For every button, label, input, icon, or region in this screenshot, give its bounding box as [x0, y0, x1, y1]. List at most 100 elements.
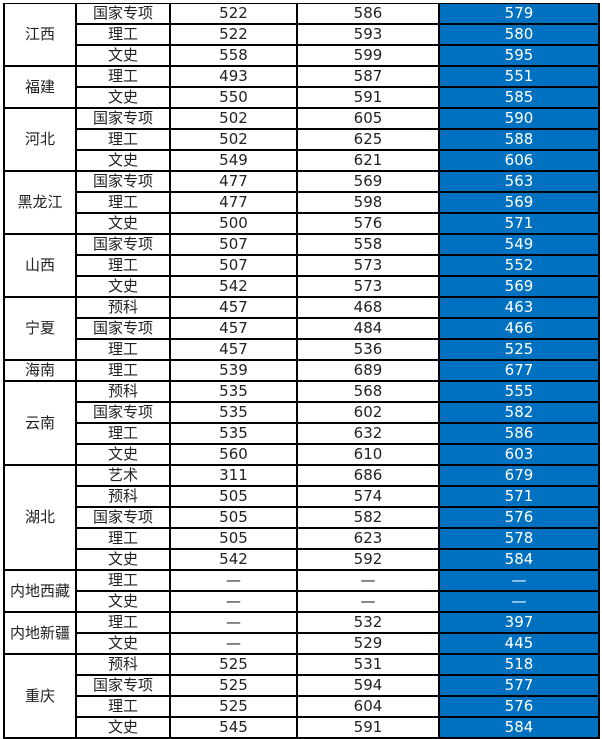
- highlighted-score-cell: 580: [438, 23, 600, 46]
- table-row: 文史 542 573 569: [4, 275, 600, 298]
- table-row: 理工 477 598 569: [4, 191, 600, 214]
- province-cell: 山西: [3, 233, 77, 298]
- score-cell: 505: [169, 527, 298, 550]
- highlighted-score-cell: 569: [438, 191, 600, 214]
- score-cell: 535: [169, 380, 298, 403]
- category-cell: 理工: [75, 254, 171, 277]
- highlighted-score-cell: 576: [438, 695, 600, 718]
- highlighted-score-cell: 397: [438, 611, 600, 634]
- province-cell: 内地西藏: [3, 569, 77, 613]
- score-cell: 522: [169, 23, 298, 46]
- score-cell: 592: [296, 548, 440, 571]
- admission-score-table: 江西 国家专项 522 586 579 理工 522 593 580 文史 558 599 595 福建理…: [3, 2, 600, 739]
- score-cell: 621: [296, 149, 440, 172]
- highlighted-score-cell: 595: [438, 44, 600, 67]
- province-cell: 河北: [3, 107, 77, 172]
- table-row: 文史 560 610 603: [4, 443, 600, 466]
- category-cell: 理工: [75, 65, 171, 88]
- table-row: 河北 国家专项 502 605 590: [3, 107, 600, 172]
- province-cell: 重庆: [3, 653, 77, 739]
- table-row: 理工 457 536 525: [4, 338, 600, 361]
- category-cell: 文史: [75, 443, 171, 466]
- category-cell: 国家专项: [75, 506, 171, 529]
- category-cell: 理工: [75, 527, 171, 550]
- category-cell: 理工: [75, 128, 171, 151]
- score-cell: 558: [296, 233, 440, 256]
- score-cell: 550: [169, 86, 298, 109]
- score-cell: 686: [296, 464, 440, 487]
- category-cell: 艺术: [75, 464, 171, 487]
- category-cell: 理工: [75, 191, 171, 214]
- score-cell: —: [169, 611, 298, 634]
- highlighted-score-cell: —: [438, 569, 600, 592]
- score-cell: 582: [296, 506, 440, 529]
- table-row: 文史 545 591 584: [4, 716, 600, 739]
- highlighted-score-cell: 463: [438, 296, 600, 319]
- highlighted-score-cell: 569: [438, 275, 600, 298]
- highlighted-score-cell: 582: [438, 401, 600, 424]
- table-row: 山西 国家专项 507 558 549: [3, 233, 600, 298]
- score-cell: 532: [296, 611, 440, 634]
- highlighted-score-cell: 586: [438, 422, 600, 445]
- cropped-edge: [0, 0, 602, 3]
- table-row: 预科 505 574 571: [4, 485, 600, 508]
- score-cell: 505: [169, 506, 298, 529]
- score-cell: 549: [169, 149, 298, 172]
- province-cell: 湖北: [3, 464, 77, 571]
- score-cell: —: [169, 590, 298, 613]
- score-cell: —: [169, 569, 298, 592]
- score-cell: 522: [169, 2, 298, 25]
- score-cell: 525: [169, 695, 298, 718]
- score-cell: 632: [296, 422, 440, 445]
- category-cell: 文史: [75, 149, 171, 172]
- table-row: 湖北 艺术 311 686 679: [3, 464, 600, 571]
- highlighted-score-cell: 555: [438, 380, 600, 403]
- category-cell: 文史: [75, 44, 171, 67]
- category-cell: 国家专项: [75, 2, 171, 25]
- score-cell: 593: [296, 23, 440, 46]
- category-cell: 文史: [75, 212, 171, 235]
- table-row: 重庆 预科 525 531 518: [3, 653, 600, 739]
- category-cell: 国家专项: [75, 401, 171, 424]
- category-cell: 国家专项: [75, 170, 171, 193]
- score-cell: 542: [169, 548, 298, 571]
- highlighted-score-cell: 552: [438, 254, 600, 277]
- score-cell: 477: [169, 170, 298, 193]
- score-cell: 457: [169, 338, 298, 361]
- score-cell: 531: [296, 653, 440, 676]
- score-cell: 604: [296, 695, 440, 718]
- score-cell: 484: [296, 317, 440, 340]
- table-row: 理工 505 623 578: [4, 527, 600, 550]
- province-cell: 江西: [3, 2, 77, 67]
- score-cell: 525: [169, 674, 298, 697]
- score-cell: 529: [296, 632, 440, 655]
- category-cell: 理工: [75, 695, 171, 718]
- table-row: 理工 525 604 576: [4, 695, 600, 718]
- table-row: 文史 558 599 595: [4, 44, 600, 67]
- highlighted-score-cell: 525: [438, 338, 600, 361]
- highlighted-score-cell: 603: [438, 443, 600, 466]
- category-cell: 理工: [75, 338, 171, 361]
- score-cell: 594: [296, 674, 440, 697]
- category-cell: 国家专项: [75, 233, 171, 256]
- category-cell: 理工: [75, 611, 171, 634]
- table-row: 文史 —529 445: [4, 632, 600, 655]
- category-cell: 文史: [75, 590, 171, 613]
- score-cell: 569: [296, 170, 440, 193]
- highlighted-score-cell: 577: [438, 674, 600, 697]
- province-cell: 福建: [3, 65, 77, 109]
- score-cell: 493: [169, 65, 298, 88]
- province-cell: 宁夏: [3, 296, 77, 361]
- category-cell: 理工: [75, 23, 171, 46]
- highlighted-score-cell: 551: [438, 65, 600, 88]
- score-cell: 500: [169, 212, 298, 235]
- score-cell: 605: [296, 107, 440, 130]
- score-cell: 587: [296, 65, 440, 88]
- category-cell: 文史: [75, 632, 171, 655]
- score-cell: 502: [169, 107, 298, 130]
- province-cell: 云南: [3, 380, 77, 466]
- table-row: 理工 535 632 586: [4, 422, 600, 445]
- score-cell: 539: [169, 359, 298, 382]
- highlighted-score-cell: 571: [438, 485, 600, 508]
- score-cell: 535: [169, 401, 298, 424]
